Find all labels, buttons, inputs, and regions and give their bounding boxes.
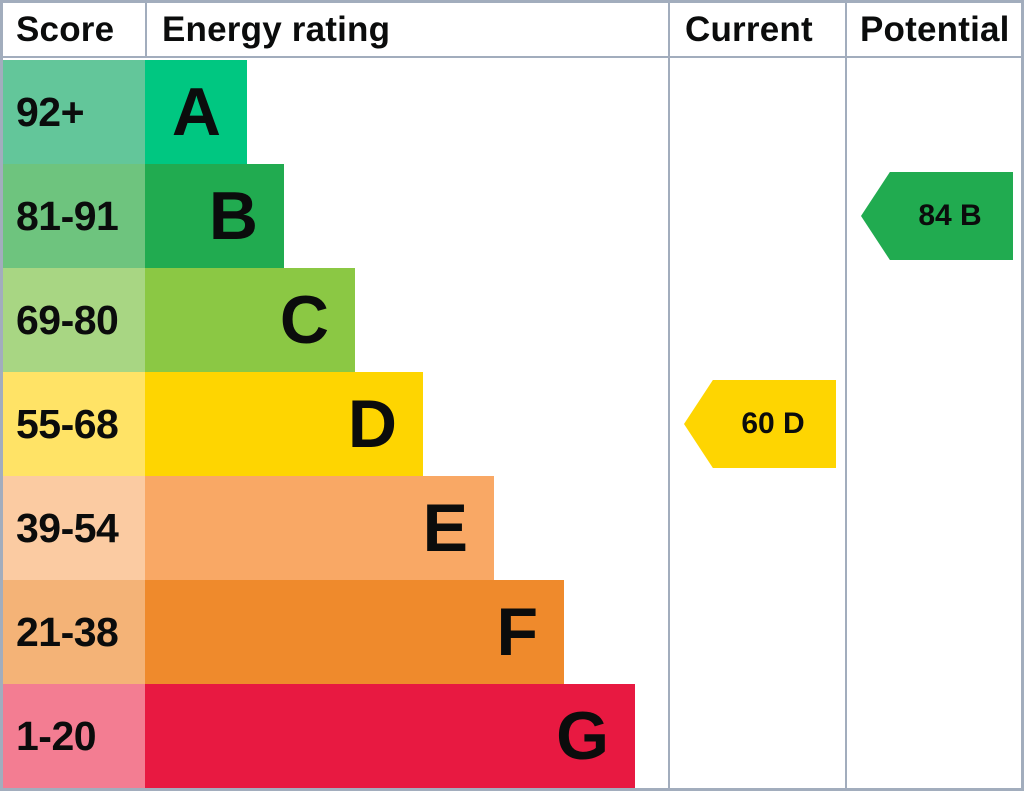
band-letter-e: E [422, 490, 468, 566]
score-range-b: 81-91 [3, 164, 145, 268]
band-row-b: 81-91 B [3, 164, 1021, 268]
rating-bar-b: B [145, 164, 284, 268]
potential-column-divider [845, 3, 847, 788]
score-range-a: 92+ [3, 60, 145, 164]
current-rating-label: 60 D [741, 407, 805, 440]
score-range-c: 69-80 [3, 268, 145, 372]
rating-bar-d: D [145, 372, 423, 476]
rating-bar-c: C [145, 268, 355, 372]
current-rating-arrow: 60 D [684, 380, 836, 468]
score-range-g: 1-20 [3, 684, 145, 788]
band-letter-f: F [496, 594, 538, 670]
band-row-d: 55-68 D [3, 372, 1021, 476]
current-column-divider [668, 3, 670, 788]
score-range-e: 39-54 [3, 476, 145, 580]
score-column-divider [145, 3, 147, 58]
score-range-f: 21-38 [3, 580, 145, 684]
header-potential: Potential [860, 9, 1010, 49]
header-score: Score [16, 9, 115, 49]
table-header: Score Energy rating Current Potential [3, 3, 1021, 58]
band-row-f: 21-38 F [3, 580, 1021, 684]
band-rows: 92+ A 81-91 B 69-80 C 55-68 D 39-54 E 21… [3, 60, 1021, 788]
potential-rating-arrow: 84 B [861, 172, 1013, 260]
rating-bar-a: A [145, 60, 247, 164]
rating-bar-f: F [145, 580, 564, 684]
header-current: Current [685, 9, 813, 49]
band-letter-g: G [556, 698, 609, 774]
band-letter-a: A [171, 74, 221, 150]
band-row-g: 1-20 G [3, 684, 1021, 788]
potential-rating-label: 84 B [918, 199, 982, 232]
rating-bar-g: G [145, 684, 635, 788]
band-row-c: 69-80 C [3, 268, 1021, 372]
header-energy-rating: Energy rating [162, 9, 391, 49]
band-row-e: 39-54 E [3, 476, 1021, 580]
band-letter-d: D [347, 386, 397, 462]
band-letter-b: B [208, 178, 258, 254]
score-range-d: 55-68 [3, 372, 145, 476]
band-row-a: 92+ A [3, 60, 1021, 164]
band-letter-c: C [279, 282, 329, 358]
rating-bar-e: E [145, 476, 494, 580]
